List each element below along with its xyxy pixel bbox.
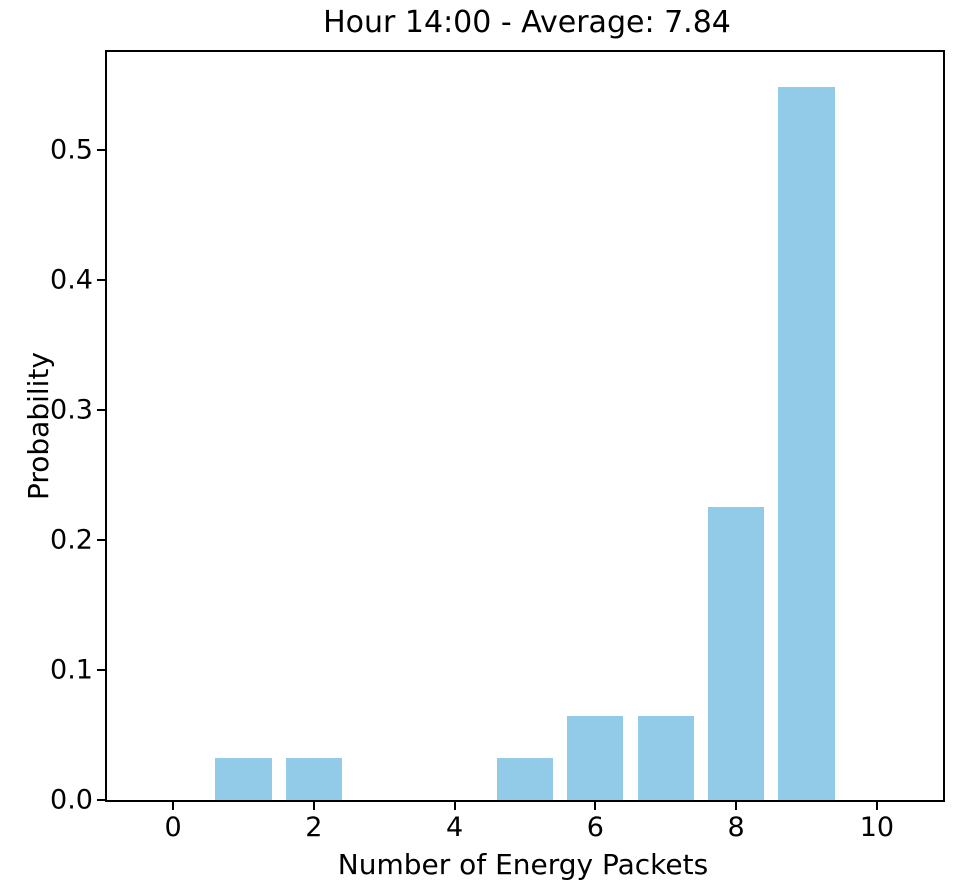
x-axis-label: Number of Energy Packets bbox=[337, 848, 709, 881]
y-tick-label-0.3: 0.3 bbox=[50, 394, 93, 426]
bar-x1 bbox=[215, 758, 272, 800]
x-tick-label-0: 0 bbox=[164, 812, 182, 843]
y-tick-mark-0.4 bbox=[97, 279, 105, 281]
x-tick-label-4: 4 bbox=[446, 812, 464, 843]
bar-x9 bbox=[778, 87, 835, 800]
y-tick-label-0.2: 0.2 bbox=[50, 524, 93, 556]
y-tick-mark-0.5 bbox=[97, 149, 105, 151]
x-tick-mark-10 bbox=[875, 802, 878, 810]
x-tick-mark-0 bbox=[172, 802, 175, 810]
y-tick-label-0.0: 0.0 bbox=[50, 784, 93, 816]
x-tick-mark-4 bbox=[453, 802, 456, 810]
y-tick-mark-0.0 bbox=[97, 799, 105, 801]
y-tick-mark-0.1 bbox=[97, 669, 105, 671]
plot-area: 0 2 4 6 8 10 0.0 0.1 0.2 0.3 0.4 0.5 bbox=[50, 50, 945, 843]
y-tick-mark-0.3 bbox=[97, 409, 105, 411]
x-tick-label-10: 10 bbox=[859, 812, 895, 843]
x-tick-label-8: 8 bbox=[727, 812, 745, 843]
x-tick-mark-2 bbox=[312, 802, 315, 810]
bar-x7 bbox=[637, 716, 694, 800]
bar-x6 bbox=[567, 716, 624, 800]
y-axis-label: Probability bbox=[22, 351, 56, 501]
x-tick-label-2: 2 bbox=[305, 812, 323, 843]
y-tick-label-0.1: 0.1 bbox=[50, 654, 93, 686]
x-tick-mark-6 bbox=[594, 802, 597, 810]
x-tick-mark-8 bbox=[735, 802, 738, 810]
bar-x8 bbox=[708, 506, 765, 800]
chart-title: Hour 14:00 - Average: 7.84 bbox=[323, 5, 731, 40]
y-tick-label-0.4: 0.4 bbox=[50, 264, 93, 296]
y-tick-mark-0.2 bbox=[97, 539, 105, 541]
bar-x5 bbox=[496, 758, 554, 800]
x-tick-label-6: 6 bbox=[586, 812, 604, 843]
bar-x2 bbox=[285, 758, 342, 800]
y-tick-label-0.5: 0.5 bbox=[50, 134, 93, 166]
